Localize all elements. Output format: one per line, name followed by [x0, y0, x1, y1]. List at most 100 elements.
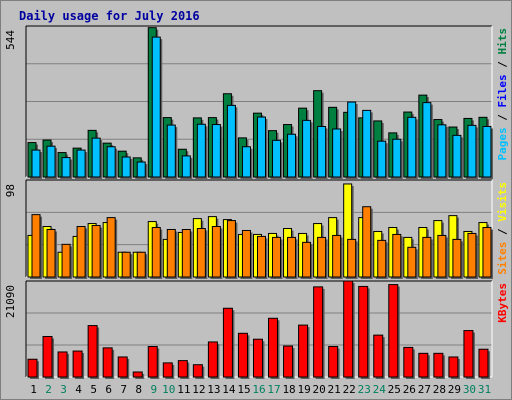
bar-kbytes-day-21 [328, 346, 340, 379]
bar-pages-day-12 [196, 123, 208, 179]
x-tick-label-22: 22 [343, 383, 356, 396]
x-tick-label-13: 13 [207, 383, 220, 396]
bar-sites-day-31 [482, 227, 493, 279]
x-tick-label-8: 8 [135, 383, 142, 396]
bar-pages-day-22 [347, 101, 358, 179]
bar-sites-day-15 [241, 229, 253, 279]
bar-pages-day-26 [407, 116, 418, 179]
bar-kbytes-day-18 [283, 345, 295, 379]
panel-1-legend: Pages / Files / Hits [496, 28, 509, 161]
bar-pages-day-23 [362, 109, 373, 179]
bar-pages-day-14 [226, 104, 238, 179]
bar-sites-day-14 [226, 220, 238, 279]
bar-pages-day-10 [166, 124, 178, 179]
panel-3-legend: KBytes [496, 283, 509, 323]
bar-pages-day-18 [287, 133, 298, 179]
bar-pages-day-29 [452, 134, 463, 179]
legend-hits: Hits [496, 28, 509, 55]
bar-kbytes-day-16 [252, 338, 265, 379]
bar-sites-day-29 [452, 238, 463, 279]
bar-kbytes-day-15 [237, 332, 250, 379]
bar-kbytes-day-24 [373, 334, 385, 379]
bar-sites-day-22 [347, 238, 358, 279]
bar-sites-day-4 [76, 226, 88, 279]
legend-kbytes: KBytes [496, 283, 509, 323]
x-tick-label-28: 28 [433, 383, 446, 396]
bar-kbytes-day-30 [463, 330, 475, 379]
bar-kbytes-day-8 [132, 371, 145, 379]
panel-1-ymax-label: 544 [4, 30, 17, 50]
bar-kbytes-day-19 [298, 324, 310, 379]
bar-pages-day-16 [256, 116, 268, 179]
legend-separator: / [496, 108, 509, 128]
bar-kbytes-day-11 [177, 360, 190, 379]
bar-kbytes-day-7 [117, 356, 130, 379]
x-tick-label-1: 1 [30, 383, 37, 396]
x-tick-label-2: 2 [45, 383, 52, 396]
x-tick-label-14: 14 [222, 383, 236, 396]
bar-kbytes-day-22 [343, 280, 355, 379]
bar-sites-day-16 [256, 235, 268, 279]
bar-sites-day-5 [91, 225, 103, 279]
bar-kbytes-day-23 [358, 285, 370, 379]
bar-pages-day-21 [332, 128, 343, 179]
bar-pages-day-20 [317, 125, 328, 179]
bar-kbytes-day-9 [147, 346, 160, 379]
bar-sites-day-8 [136, 251, 148, 279]
bar-kbytes-day-26 [403, 346, 415, 379]
bar-pages-day-8 [136, 161, 148, 179]
x-tick-label-9: 9 [150, 383, 157, 396]
x-tick-label-4: 4 [75, 383, 82, 396]
bar-pages-day-4 [76, 149, 88, 179]
bar-pages-day-19 [302, 119, 313, 179]
x-tick-label-5: 5 [90, 383, 97, 396]
bar-sites-day-11 [181, 228, 193, 279]
bar-sites-day-3 [61, 243, 73, 279]
bar-kbytes-day-14 [222, 307, 235, 379]
bar-kbytes-day-29 [448, 356, 460, 379]
bar-sites-day-21 [332, 234, 343, 279]
bar-pages-day-2 [46, 145, 58, 179]
bar-pages-day-11 [181, 155, 193, 179]
bar-kbytes-day-4 [72, 350, 85, 379]
x-tick-label-6: 6 [105, 383, 112, 396]
legend-files: Files [496, 74, 509, 107]
bar-sites-day-1 [31, 214, 42, 279]
bar-sites-day-28 [437, 234, 448, 279]
bar-kbytes-day-3 [57, 351, 70, 379]
bar-pages-day-27 [422, 102, 433, 179]
x-tick-label-7: 7 [120, 383, 127, 396]
x-tick-label-18: 18 [282, 383, 295, 396]
bar-kbytes-day-1 [27, 358, 39, 379]
bar-sites-day-2 [46, 228, 58, 279]
legend-sites: Sites [496, 242, 509, 275]
x-tick-label-10: 10 [162, 383, 175, 396]
bar-kbytes-day-27 [418, 352, 430, 379]
x-tick-label-27: 27 [418, 383, 431, 396]
bar-pages-day-3 [61, 157, 73, 179]
bar-sites-day-18 [287, 236, 298, 279]
x-tick-label-31: 31 [478, 383, 491, 396]
x-tick-label-3: 3 [60, 383, 67, 396]
legend-visits: Visits [496, 182, 509, 222]
x-tick-label-24: 24 [373, 383, 387, 396]
x-tick-label-23: 23 [358, 383, 371, 396]
chart-title: Daily usage for July 2016 [19, 9, 200, 23]
legend-pages: Pages [496, 127, 509, 160]
bar-pages-day-7 [121, 156, 133, 179]
panel-3-ymax-label: 21090 [4, 285, 17, 318]
bar-pages-day-13 [211, 124, 223, 179]
x-tick-label-15: 15 [237, 383, 250, 396]
x-tick-label-21: 21 [328, 383, 341, 396]
bar-pages-day-6 [106, 146, 118, 179]
bar-kbytes-day-28 [433, 352, 445, 379]
bar-sites-day-17 [272, 236, 283, 279]
bar-kbytes-day-31 [478, 348, 490, 379]
bar-sites-day-30 [467, 232, 478, 279]
x-tick-label-19: 19 [297, 383, 310, 396]
x-tick-label-12: 12 [192, 383, 205, 396]
bar-sites-day-6 [106, 217, 118, 279]
bar-pages-day-28 [437, 124, 448, 179]
bar-pages-day-17 [272, 139, 283, 179]
bar-kbytes-day-25 [388, 284, 400, 379]
